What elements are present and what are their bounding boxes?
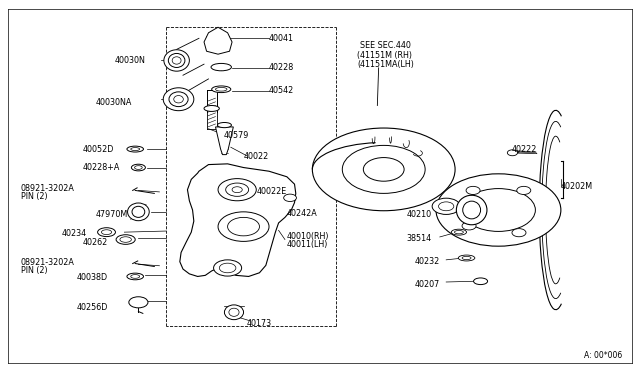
Text: SEE SEC.440: SEE SEC.440 xyxy=(360,41,411,50)
Ellipse shape xyxy=(164,50,189,71)
Ellipse shape xyxy=(169,92,188,107)
Text: 38514: 38514 xyxy=(406,234,432,243)
Text: (41151MA(LH): (41151MA(LH) xyxy=(357,60,414,70)
Circle shape xyxy=(214,260,242,276)
Ellipse shape xyxy=(225,305,244,320)
Ellipse shape xyxy=(98,228,115,237)
Text: 40207: 40207 xyxy=(414,280,440,289)
Ellipse shape xyxy=(212,86,231,93)
Ellipse shape xyxy=(131,148,140,151)
Ellipse shape xyxy=(454,231,463,234)
Text: 40041: 40041 xyxy=(269,34,294,43)
Text: 40173: 40173 xyxy=(246,319,272,328)
Ellipse shape xyxy=(463,201,481,219)
Ellipse shape xyxy=(458,255,475,261)
Polygon shape xyxy=(180,164,296,276)
Circle shape xyxy=(461,189,536,231)
Ellipse shape xyxy=(204,106,220,112)
Circle shape xyxy=(129,297,148,308)
Ellipse shape xyxy=(451,229,467,235)
Text: 47970M: 47970M xyxy=(96,210,128,219)
Circle shape xyxy=(312,128,455,211)
Ellipse shape xyxy=(163,88,194,111)
Ellipse shape xyxy=(127,203,149,221)
Text: 40234: 40234 xyxy=(62,230,87,238)
Text: 40022E: 40022E xyxy=(256,187,287,196)
Circle shape xyxy=(220,263,236,273)
Ellipse shape xyxy=(168,54,185,67)
Circle shape xyxy=(218,212,269,241)
Circle shape xyxy=(438,202,454,211)
Text: 40222: 40222 xyxy=(511,145,536,154)
Text: 40232: 40232 xyxy=(414,257,440,266)
Text: (41151M (RH): (41151M (RH) xyxy=(357,51,412,60)
Circle shape xyxy=(462,222,476,230)
Ellipse shape xyxy=(127,273,143,280)
Circle shape xyxy=(436,174,561,246)
Text: 40262: 40262 xyxy=(83,238,108,247)
Circle shape xyxy=(516,186,531,195)
Ellipse shape xyxy=(134,166,142,169)
Text: 08921-3202A: 08921-3202A xyxy=(20,185,74,193)
Polygon shape xyxy=(204,27,232,54)
Ellipse shape xyxy=(173,96,183,103)
Circle shape xyxy=(284,194,296,202)
Circle shape xyxy=(228,217,259,236)
Circle shape xyxy=(226,183,248,196)
Ellipse shape xyxy=(218,122,232,128)
Ellipse shape xyxy=(116,235,135,244)
Circle shape xyxy=(204,187,214,193)
Text: 40052D: 40052D xyxy=(83,145,115,154)
Text: 40228: 40228 xyxy=(269,63,294,72)
Ellipse shape xyxy=(462,256,471,260)
Ellipse shape xyxy=(474,278,488,285)
Ellipse shape xyxy=(127,146,143,152)
Ellipse shape xyxy=(101,230,111,235)
Text: 40010(RH): 40010(RH) xyxy=(287,232,330,241)
Ellipse shape xyxy=(216,87,227,91)
Text: PIN (2): PIN (2) xyxy=(20,266,47,275)
Ellipse shape xyxy=(132,206,145,217)
Text: 40030NA: 40030NA xyxy=(96,98,132,107)
Circle shape xyxy=(198,184,219,196)
Text: PIN (2): PIN (2) xyxy=(20,192,47,201)
Polygon shape xyxy=(216,127,234,155)
Text: 40228+A: 40228+A xyxy=(83,163,120,172)
Ellipse shape xyxy=(172,57,181,64)
Ellipse shape xyxy=(131,164,145,171)
Circle shape xyxy=(512,229,526,237)
Text: 40030N: 40030N xyxy=(115,56,146,65)
Text: 40210: 40210 xyxy=(406,210,432,219)
Ellipse shape xyxy=(131,275,140,278)
Text: 40011(LH): 40011(LH) xyxy=(287,240,328,249)
Text: 08921-3202A: 08921-3202A xyxy=(20,258,74,267)
Circle shape xyxy=(508,150,518,156)
Circle shape xyxy=(218,179,256,201)
Text: 40256D: 40256D xyxy=(77,303,108,312)
Text: A: 00*006: A: 00*006 xyxy=(584,350,623,359)
Text: 40542: 40542 xyxy=(269,86,294,95)
Circle shape xyxy=(232,187,243,193)
Text: 40022: 40022 xyxy=(244,152,269,161)
Ellipse shape xyxy=(229,308,239,316)
Ellipse shape xyxy=(456,195,487,225)
Text: 40579: 40579 xyxy=(223,131,248,140)
Circle shape xyxy=(466,186,480,195)
Circle shape xyxy=(432,198,460,214)
Text: 40242A: 40242A xyxy=(287,209,317,218)
Circle shape xyxy=(364,158,404,181)
Text: 40038D: 40038D xyxy=(77,273,108,282)
Circle shape xyxy=(342,145,425,193)
Text: 40202M: 40202M xyxy=(561,182,593,191)
Ellipse shape xyxy=(211,63,232,71)
Ellipse shape xyxy=(120,237,131,242)
